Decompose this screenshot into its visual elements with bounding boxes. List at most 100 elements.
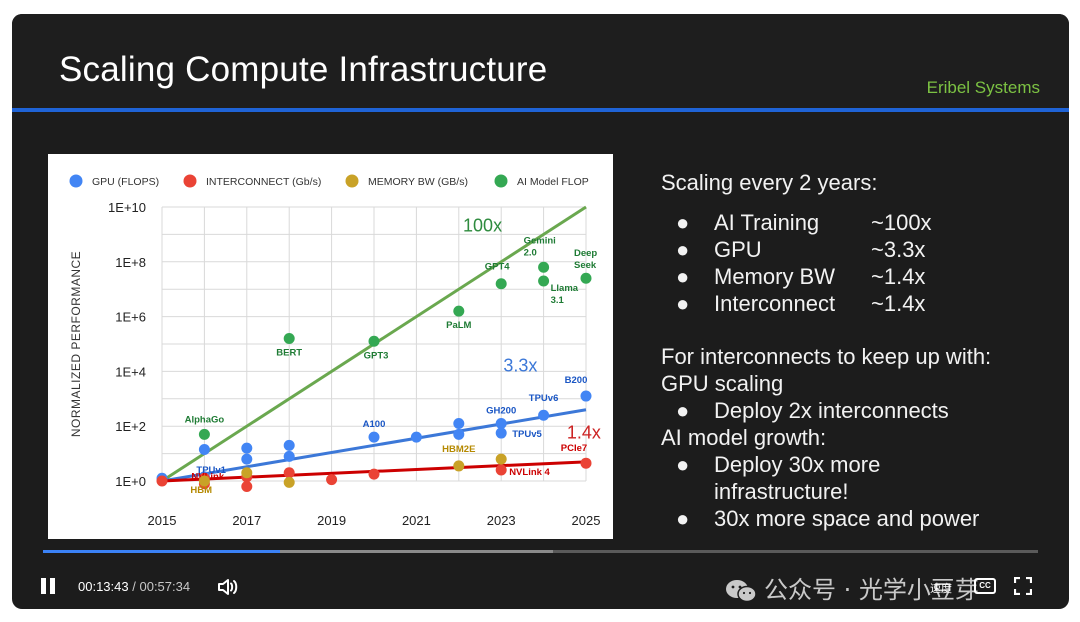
pause-button[interactable]	[40, 577, 58, 595]
data-point	[495, 453, 507, 465]
y-tick-label: 1E+8	[115, 255, 146, 270]
wechat-icon	[726, 580, 757, 603]
legend-marker	[494, 174, 508, 188]
data-label: GPT4	[485, 262, 511, 273]
data-point	[495, 464, 507, 476]
data-label: BERT	[276, 348, 302, 359]
y-tick-label: 1E+10	[108, 200, 146, 215]
bullet-gpu: ● GPU ~3.3x	[676, 236, 925, 263]
bullet-continuation: infrastructure!	[714, 479, 849, 504]
data-point	[453, 460, 465, 472]
x-tick-label: 2019	[317, 513, 346, 528]
y-tick-label: 1E+0	[115, 474, 146, 489]
video-frame: Scaling Compute Infrastructure Eribel Sy…	[12, 14, 1069, 609]
data-point	[198, 428, 210, 440]
time-separator: /	[132, 579, 136, 594]
data-point	[283, 450, 295, 462]
data-label: NVLink 4	[509, 467, 550, 478]
data-point	[241, 480, 253, 492]
x-tick-label: 2017	[232, 513, 261, 528]
bullet-ai-training: ● AI Training ~100x	[676, 209, 932, 236]
data-point	[198, 443, 210, 455]
fullscreen-icon	[1013, 576, 1033, 596]
bullet-label: Interconnect	[714, 291, 836, 316]
progress-buffered	[43, 550, 554, 553]
heading-gpu-scaling: GPU scaling	[661, 371, 784, 396]
y-tick-label: 1E+2	[115, 419, 146, 434]
x-tick-label: 2015	[148, 513, 177, 528]
bullet-value: ~1.4x	[871, 264, 926, 289]
legend-marker	[69, 174, 83, 188]
data-label: Deep	[574, 248, 597, 259]
data-label: B200	[565, 375, 588, 386]
heading-scaling: Scaling every 2 years:	[661, 170, 878, 195]
data-label: TPUv5	[512, 429, 542, 440]
bullet-label: Deploy 2x interconnects	[714, 398, 949, 423]
y-tick-label: 1E+6	[115, 310, 146, 325]
slide-header: Scaling Compute Infrastructure Eribel Sy…	[12, 14, 1069, 109]
data-point	[538, 261, 550, 273]
progress-played[interactable]	[43, 550, 280, 553]
bullet-value: ~100x	[871, 210, 932, 235]
video-player-controls: 00:13:43 / 00:57:34 公众号 · 光学小豆芽 速度 CC	[12, 550, 1069, 609]
data-label: PCIe7	[561, 443, 587, 454]
legend-marker	[183, 174, 197, 188]
duration: 00:57:34	[139, 579, 191, 594]
data-point	[241, 442, 253, 454]
data-label: GH200	[486, 405, 516, 416]
bullet-dot: ●	[676, 452, 690, 477]
legend-label: MEMORY BW (GB/s)	[368, 176, 468, 188]
slide-title: Scaling Compute Infrastructure	[59, 50, 548, 89]
data-point	[453, 417, 465, 429]
legend-label: AI Model FLOP	[517, 176, 589, 188]
legend-label: GPU (FLOPS)	[92, 176, 159, 188]
speed-button[interactable]: 速度	[930, 583, 952, 595]
data-point	[410, 431, 422, 443]
header-divider	[12, 108, 1069, 112]
data-point	[368, 431, 380, 443]
bullet-dot: ●	[676, 210, 690, 235]
bullet-deploy-2x: ● Deploy 2x interconnects	[676, 397, 949, 424]
fullscreen-button[interactable]	[1013, 576, 1033, 596]
volume-button[interactable]	[217, 577, 239, 602]
bullet-memory-bw: ● Memory BW ~1.4x	[676, 263, 925, 290]
data-point	[580, 390, 592, 402]
heading-ai-growth: AI model growth:	[661, 425, 827, 450]
data-label: GPT3	[364, 350, 389, 361]
scaling-chart: 2015 2017 2019 2021 2023 2025 1E+0 1E+2 1E+4 1E+6…	[48, 154, 613, 539]
trend-annotation: 100x	[463, 216, 502, 236]
captions-button[interactable]: CC	[974, 578, 996, 594]
bullet-label: 30x more space and power	[714, 506, 980, 531]
data-label: 3.1	[551, 295, 565, 306]
bullet-label: GPU	[714, 237, 762, 262]
data-label: AlphaGo	[185, 414, 225, 425]
data-point	[453, 428, 465, 440]
data-point	[283, 476, 295, 488]
data-point	[495, 417, 507, 429]
trend-line	[161, 408, 587, 483]
bullet-dot: ●	[676, 398, 690, 423]
bullet-value: ~1.4x	[871, 291, 926, 316]
data-point	[156, 475, 168, 487]
data-point	[241, 453, 253, 465]
data-label: Llama	[551, 283, 579, 294]
x-tick-label: 2023	[487, 513, 516, 528]
data-point	[368, 468, 380, 480]
data-point	[538, 275, 550, 287]
data-point	[538, 409, 550, 421]
data-point	[453, 305, 465, 317]
data-point	[580, 272, 592, 284]
data-point	[241, 467, 253, 479]
data-point	[580, 457, 592, 469]
bullet-dot: ●	[676, 237, 690, 262]
data-label: PaLM	[446, 320, 471, 331]
x-tick-label: 2021	[402, 513, 431, 528]
current-time: 00:13:43	[78, 579, 129, 594]
pause-icon	[41, 578, 46, 594]
data-label: HBM2E	[442, 444, 475, 455]
bullet-interconnect: ● Interconnect ~1.4x	[676, 290, 925, 317]
brand-label: Eribel Systems	[926, 78, 1040, 97]
data-label: Seek	[574, 260, 597, 271]
data-point	[368, 335, 380, 347]
x-tick-label: 2025	[572, 513, 601, 528]
